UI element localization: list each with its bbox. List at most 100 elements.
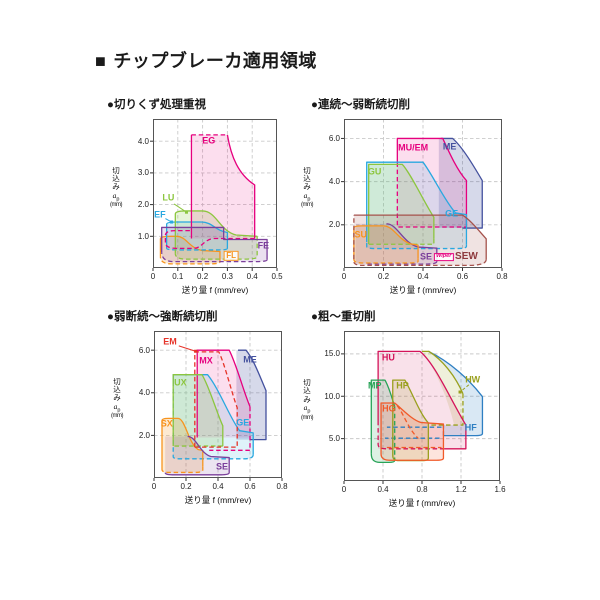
region-GU-border (368, 238, 435, 245)
y-axis-label-kanji: 切 (113, 376, 121, 386)
leader-line (173, 203, 187, 213)
region-label-me: ME (243, 354, 257, 365)
region-SEW-border (353, 214, 487, 260)
y-axis-label-kanji: 込 (303, 386, 311, 396)
y-tick-label: 2.0 (138, 430, 150, 440)
region-label-mp: MP (367, 380, 382, 391)
y-axis-label-kanji: み (113, 393, 121, 403)
region-SE-border (164, 435, 230, 476)
region-label-me: ME (442, 141, 457, 152)
page-title-text: チップブレーカ適用領域 (113, 51, 317, 71)
leader-dot-icon (194, 349, 198, 353)
x-tick-label: 0.2 (197, 272, 209, 281)
plot-border (153, 119, 277, 268)
chart-subtitle: ●弱断続〜強断続切削 (107, 311, 218, 323)
x-tick-label: 0.6 (456, 272, 469, 281)
y-tick-label: 2.0 (137, 200, 149, 210)
region-label-hw: HW (465, 374, 481, 385)
leader-dot-icon (170, 220, 174, 224)
region-label-lu: LU (162, 192, 175, 203)
region-HW-border (422, 350, 464, 394)
y-tick-label: 4.0 (138, 388, 150, 398)
region-EG-border (164, 229, 255, 249)
y-axis-label-symbol: ap (303, 403, 311, 415)
y-axis-label: 切込み ap (mm) (105, 165, 127, 210)
region-GE-fill (173, 374, 254, 459)
x-axis-label: 送り量 f (mm/rev) (181, 285, 249, 295)
y-tick-label: 10.0 (324, 391, 340, 401)
plot-border (154, 331, 282, 478)
region-LU-fill (175, 210, 258, 260)
region-GE-border (366, 161, 468, 245)
region-HG-border (386, 405, 442, 449)
region-GE-fill (366, 162, 467, 249)
y-tick-label: 5.0 (328, 434, 340, 444)
page-title: ■ チップブレーカ適用領域 (95, 47, 317, 73)
region-HU-border (377, 425, 445, 450)
region-ME-border (440, 137, 483, 229)
x-tick-label: 0.8 (276, 482, 288, 491)
plot-border (344, 331, 500, 481)
region-label-ef: EF (154, 209, 166, 220)
y-axis-label: 切込み ap (mm) (106, 376, 128, 421)
y-axis-label-kanji: 切 (303, 378, 311, 387)
chart-subtitle: ●連続〜弱断続切削 (311, 99, 410, 111)
x-tick-label: 0 (341, 272, 347, 281)
y-axis-label-symbol: ap (303, 190, 311, 203)
x-axis-label: 送り量 f (mm/rev) (388, 498, 456, 508)
region-label-gu: GU (367, 166, 382, 177)
y-axis-label-unit: (mm) (110, 202, 123, 209)
region-GE-border (172, 384, 254, 460)
chart-continuous-light-interrupted: ●連続〜弱断続切削 2.0 4.0 6.0 0 0.2 0.4 0.6 0.8 GU MU/EM ME… (301, 99, 508, 295)
region-HF-border (428, 350, 484, 437)
y-tick-label: 3.0 (137, 168, 149, 178)
leader-line (459, 384, 470, 393)
region-label-se: SE (419, 251, 432, 262)
region-FE-border (161, 226, 268, 260)
chart-rough-heavy: ●粗〜重切削 5.0 10.0 15.0 0 0.4 0.8 1.2 1.6 HU MP HP HG HW… (301, 311, 506, 508)
region-HG-border (380, 402, 445, 461)
plot-area-continuous-light-interrupted (341, 119, 503, 271)
region-HF-fill (428, 351, 483, 436)
x-tick-label: 0.4 (246, 272, 258, 281)
y-axis-label-kanji: み (112, 182, 120, 192)
y-tick-label: 6.0 (328, 133, 340, 143)
x-axis-label: 送り量 f (mm/rev) (389, 285, 457, 295)
x-tick-label: 0.4 (212, 482, 224, 491)
x-tick-label: 0.6 (244, 482, 256, 491)
region-LU-border (174, 236, 258, 260)
x-tick-label: 0 (151, 482, 157, 491)
region-EF-border (165, 248, 229, 251)
region-HP-fill (392, 380, 429, 461)
region-FE-fill (161, 227, 268, 262)
x-tick-label: 0 (341, 485, 347, 494)
y-tick-label: 2.0 (328, 220, 340, 230)
leader-line (178, 345, 196, 352)
x-tick-label: 0 (150, 272, 156, 281)
region-label-fe: FE (257, 240, 270, 251)
plot-area-light-to-heavy-interrupted (151, 331, 283, 481)
region-label-ge: GE (236, 416, 250, 427)
chart-subtitle: ●粗〜重切削 (311, 311, 376, 323)
region-label-hg: HG (382, 402, 396, 413)
region-HW-fill (422, 351, 463, 426)
y-axis-label: 切込み ap (mm) (296, 378, 318, 422)
region-EF-border (165, 221, 229, 249)
y-axis-label-unit: (mm) (301, 202, 314, 209)
x-tick-label: 0.8 (496, 272, 508, 281)
region-SX-border (161, 466, 204, 474)
region-GU-fill (368, 164, 434, 245)
y-axis-label: 切込み ap (mm) (296, 165, 318, 210)
x-tick-label: 0.8 (416, 485, 428, 494)
region-label-hf: HF (464, 421, 477, 432)
region-EG-fill (191, 134, 255, 239)
y-axis-label-kanji: 切 (303, 165, 311, 175)
y-axis-label-kanji: 切 (112, 165, 120, 175)
y-axis-label-symbol: ap (112, 190, 120, 203)
y-axis-label-kanji: 込 (303, 173, 311, 183)
region-label-wiper: Wiper (433, 253, 454, 262)
region-EG-border (226, 134, 256, 239)
region-label-mx: MX (199, 355, 213, 366)
region-label-em: EM (163, 336, 177, 347)
